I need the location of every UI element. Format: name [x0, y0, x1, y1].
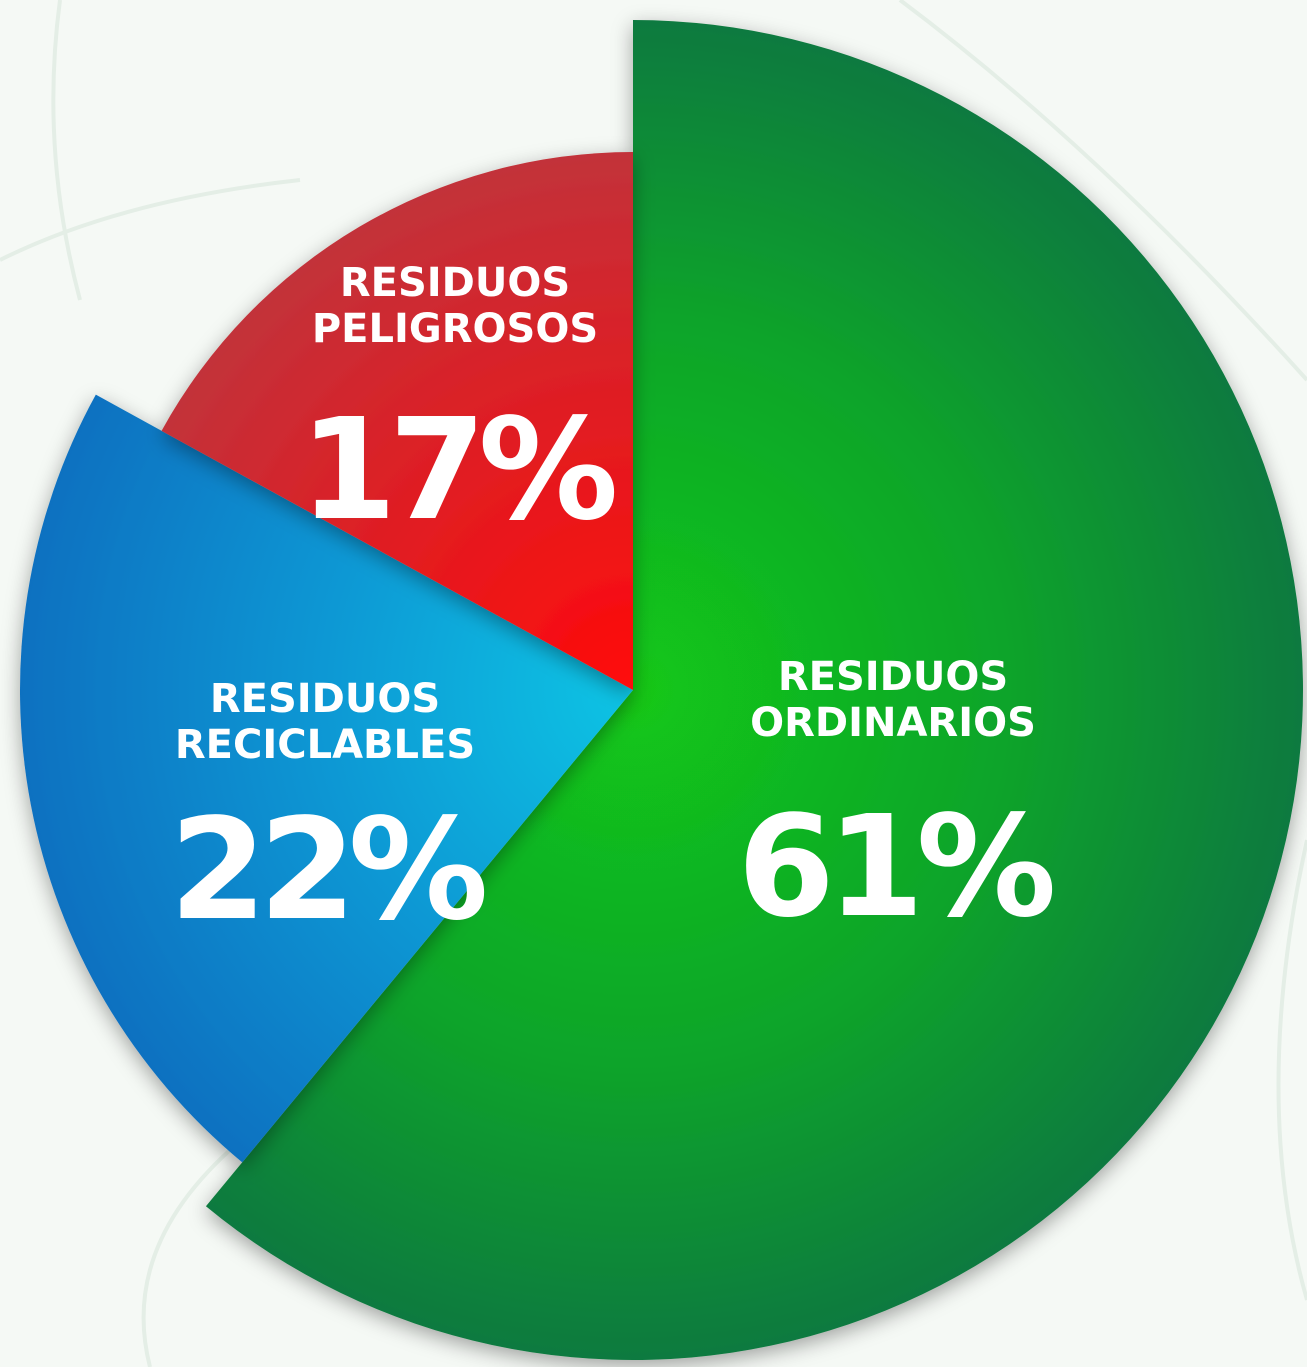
pie-slice [19, 394, 633, 1163]
slices [19, 20, 1304, 1360]
value-label: 17% [299, 389, 614, 552]
value-label: 22% [169, 789, 484, 952]
slice-label: RESIDUOS PELIGROSOS [312, 260, 598, 352]
slice-label: RESIDUOS RECICLABLES [175, 676, 475, 768]
value-label: 61% [737, 786, 1052, 949]
pie-slice [205, 20, 1304, 1360]
labels: RESIDUOS ORDINARIOS 61% RESIDUOS RECICLABLES… [169, 260, 1060, 952]
slice-label: RESIDUOS ORDINARIOS [750, 654, 1036, 746]
pie-slice [161, 152, 634, 690]
